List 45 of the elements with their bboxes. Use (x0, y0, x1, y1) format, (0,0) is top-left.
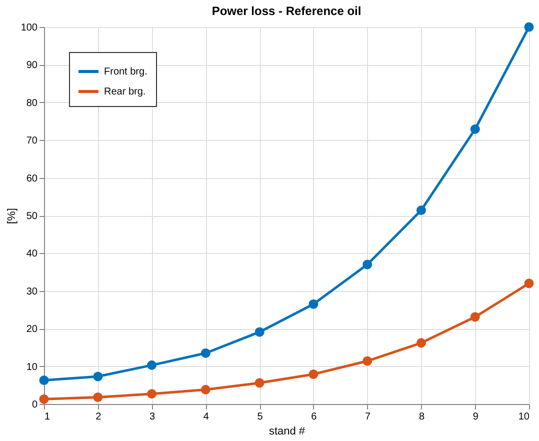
x-tick-label: 6 (311, 412, 318, 422)
point (416, 205, 426, 215)
y-tick-label: 30 (26, 286, 38, 298)
point (416, 338, 426, 348)
point (308, 369, 318, 379)
y-tick-label: 40 (26, 248, 38, 260)
x-tick-label: 2 (96, 412, 102, 422)
point (147, 389, 157, 399)
point (470, 312, 480, 322)
point (200, 348, 210, 358)
legend-label: Front brg. (104, 66, 148, 78)
y-tick-label: 20 (26, 324, 38, 336)
y-tick-label: 60 (26, 173, 38, 184)
y-tick-label: 50 (26, 211, 38, 222)
point (362, 260, 372, 270)
point (362, 356, 372, 366)
point (308, 299, 318, 309)
x-tick-label: 8 (418, 412, 425, 422)
x-axis-title: stand # (268, 426, 306, 438)
point (470, 124, 480, 134)
y-axis-title: [%] (6, 208, 18, 224)
y-tick-label: 70 (26, 136, 38, 147)
point (200, 384, 210, 394)
x-tick-label: 10 (518, 412, 530, 422)
x-tick-label: 5 (257, 412, 264, 422)
x-tick-label: 9 (472, 412, 479, 422)
point (254, 378, 264, 388)
y-tick-label: 80 (26, 98, 38, 109)
point (39, 376, 49, 385)
point (254, 327, 264, 337)
y-tick-label: 100 (20, 22, 38, 34)
point (93, 392, 103, 402)
y-tick-label: 0 (32, 400, 38, 410)
x-tick-label: 1 (44, 412, 50, 422)
y-tick-label: 90 (26, 60, 38, 72)
y-tick-label: 10 (26, 362, 38, 373)
x-tick-label: 4 (203, 412, 210, 422)
point (524, 278, 534, 288)
point (524, 22, 534, 32)
point (93, 372, 103, 382)
x-tick-label: 7 (365, 412, 372, 422)
point (147, 360, 157, 370)
chart-title: Power loss - Reference oil (212, 4, 362, 18)
x-tick-label: 3 (149, 412, 156, 422)
legend-label: Rear brg. (104, 86, 146, 98)
